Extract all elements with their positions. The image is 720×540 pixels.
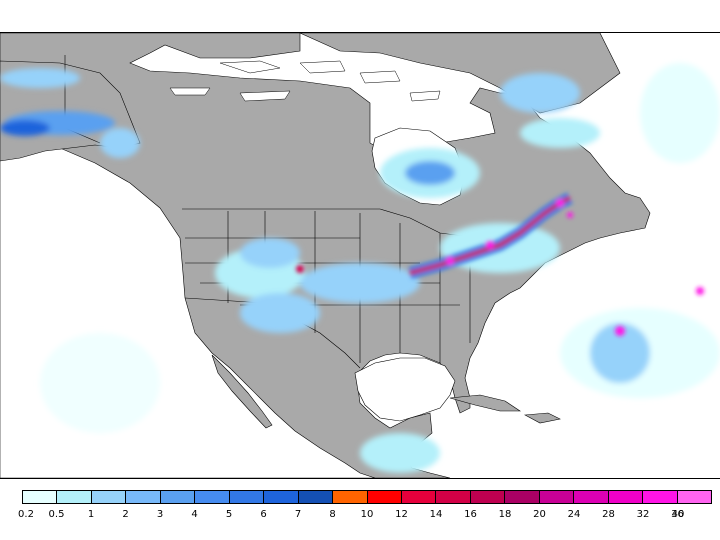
- baja-california: [211, 354, 273, 429]
- legend-tick-label: 28: [602, 509, 615, 520]
- legend-tick-label: 4: [191, 509, 198, 520]
- legend-tick-label: 12: [395, 509, 408, 520]
- legend-tick-label: 36: [671, 509, 684, 520]
- legend-tick-label: 0.2: [18, 509, 34, 520]
- legend-swatch: [298, 491, 334, 503]
- legend-swatch: [470, 491, 506, 503]
- legend-tick-label: 8: [329, 509, 336, 520]
- legend-swatch: [126, 491, 161, 503]
- legend-tick-label: 32: [636, 509, 650, 520]
- legend-tick-label: 14: [429, 509, 443, 520]
- legend-tick-label: 16: [464, 509, 477, 520]
- legend-swatch: [677, 491, 712, 503]
- precipitation-map: [0, 32, 720, 479]
- legend-tick-label: 7: [294, 509, 302, 520]
- legend-tick-label: 10: [360, 509, 374, 520]
- hispaniola: [523, 412, 561, 424]
- legend-tick-label: 5: [225, 509, 233, 520]
- legend-tick-label: 0.5: [48, 509, 65, 520]
- map-canvas: [0, 33, 720, 478]
- precipitation-light: [0, 63, 720, 473]
- gulf-of-mexico: [354, 357, 456, 422]
- legend-swatch: [367, 491, 402, 503]
- legend-swatch: [160, 491, 196, 503]
- legend-swatch: [574, 491, 609, 503]
- legend-tick-label: 24: [567, 509, 581, 520]
- legend-tick-label: 2: [122, 509, 129, 520]
- legend-swatch: [23, 491, 58, 503]
- precipitation-heavy: [296, 192, 704, 336]
- legend-swatch: [195, 491, 230, 503]
- legend-swatch: [229, 491, 265, 503]
- legend-tick-label: 20: [533, 509, 546, 520]
- legend-swatch: [643, 491, 678, 503]
- legend-swatch: [608, 491, 644, 503]
- cuba: [449, 394, 521, 412]
- legend-tick-labels: 0.2 0.5 1 2 3 4 5 6 7 8 10 12 14 16 18 20 24 28 32 36 40: [18, 509, 712, 523]
- legend-swatch: [436, 491, 471, 503]
- legend-tick-label: 40: [671, 509, 685, 520]
- legend-swatch: [333, 491, 368, 503]
- legend-tick-label: 1: [87, 509, 95, 520]
- precipitation-color-legend: [22, 490, 712, 504]
- legend-tick-label: 18: [498, 509, 512, 520]
- arctic-channels: [169, 60, 441, 102]
- legend-tick-label: 6: [260, 509, 267, 520]
- legend-tick-label: 3: [156, 509, 164, 520]
- legend-swatch: [401, 491, 437, 503]
- legend-swatch: [57, 491, 92, 503]
- legend-swatch: [264, 491, 299, 503]
- legend-swatch: [91, 491, 127, 503]
- legend-swatch: [539, 491, 575, 503]
- legend-swatch: [505, 491, 540, 503]
